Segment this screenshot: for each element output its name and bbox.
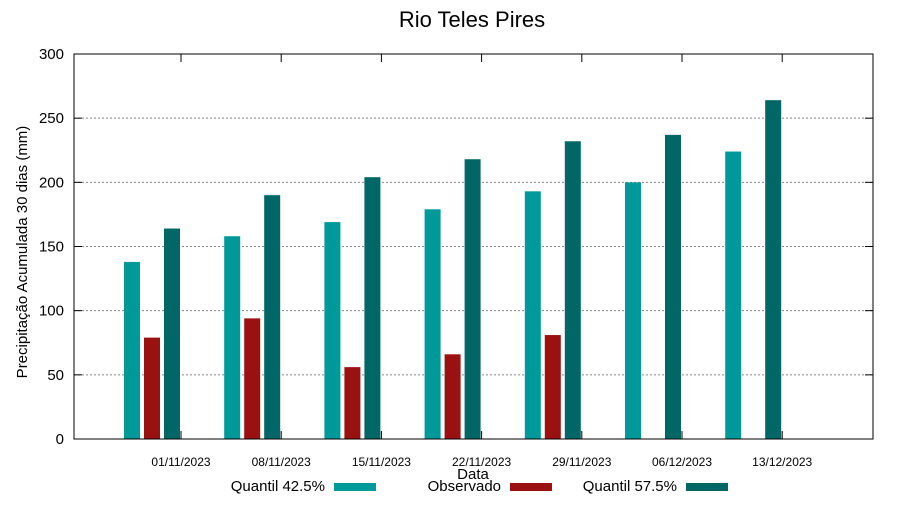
bar-observado-0 xyxy=(144,337,160,439)
y-tick-label: 250 xyxy=(39,110,64,127)
x-tick-label: 13/12/2023 xyxy=(752,455,812,469)
legend-label: Quantil 57.5% xyxy=(583,478,677,495)
y-tick-label: 200 xyxy=(39,174,64,191)
bar-observado-3 xyxy=(444,354,461,439)
legend-swatch xyxy=(334,483,376,491)
bar-quantil-57-5-3 xyxy=(464,159,481,439)
legend-swatch xyxy=(686,483,728,491)
y-tick-label: 150 xyxy=(39,239,64,256)
bars xyxy=(124,100,782,440)
bar-observado-4 xyxy=(544,335,561,439)
legend: Quantil 42.5% Observado Quantil 57.5% xyxy=(231,478,728,495)
y-axis-label: Precipitação Acumulada 30 dias (mm) xyxy=(14,126,31,379)
axis-ticks: 0 50 100 150 200 250 300 01/11/2023 08/11/2023 15… xyxy=(39,46,873,469)
x-tick-label: 06/12/2023 xyxy=(652,455,712,469)
y-tick-label: 0 xyxy=(56,431,64,448)
bar-quantil-57-5-0 xyxy=(164,228,180,439)
bar-quantil-42-5-3 xyxy=(424,209,441,439)
x-tick-label: 15/11/2023 xyxy=(352,455,411,469)
bar-quantil-57-5-2 xyxy=(364,177,381,439)
y-tick-label: 300 xyxy=(39,46,64,63)
x-tick-label: 01/11/2023 xyxy=(151,455,210,469)
bar-quantil-57-5-4 xyxy=(564,141,581,439)
bar-quantil-42-5-0 xyxy=(124,261,140,439)
y-tick-label: 100 xyxy=(39,303,64,320)
bar-observado-2 xyxy=(344,367,361,439)
y-tick-label: 50 xyxy=(47,367,64,384)
bar-quantil-57-5-5 xyxy=(665,134,681,439)
bar-observado-1 xyxy=(244,318,261,439)
bar-quantil-57-5-6 xyxy=(765,100,782,439)
x-tick-label: 08/11/2023 xyxy=(252,455,311,469)
legend-label: Observado xyxy=(428,478,501,495)
bar-quantil-42-5-1 xyxy=(224,236,241,439)
legend-label: Quantil 42.5% xyxy=(231,478,325,495)
legend-swatch xyxy=(510,483,552,491)
bar-quantil-57-5-1 xyxy=(264,195,281,439)
bar-quantil-42-5-2 xyxy=(324,222,341,439)
bar-quantil-42-5-6 xyxy=(725,151,742,440)
chart-title: Rio Teles Pires xyxy=(399,7,545,32)
x-axis-label: Data xyxy=(457,466,489,483)
bar-quantil-42-5-5 xyxy=(625,182,641,440)
bar-quantil-42-5-4 xyxy=(524,191,541,439)
x-tick-label: 22/11/2023 xyxy=(452,455,511,469)
x-tick-label: 29/11/2023 xyxy=(552,455,611,469)
